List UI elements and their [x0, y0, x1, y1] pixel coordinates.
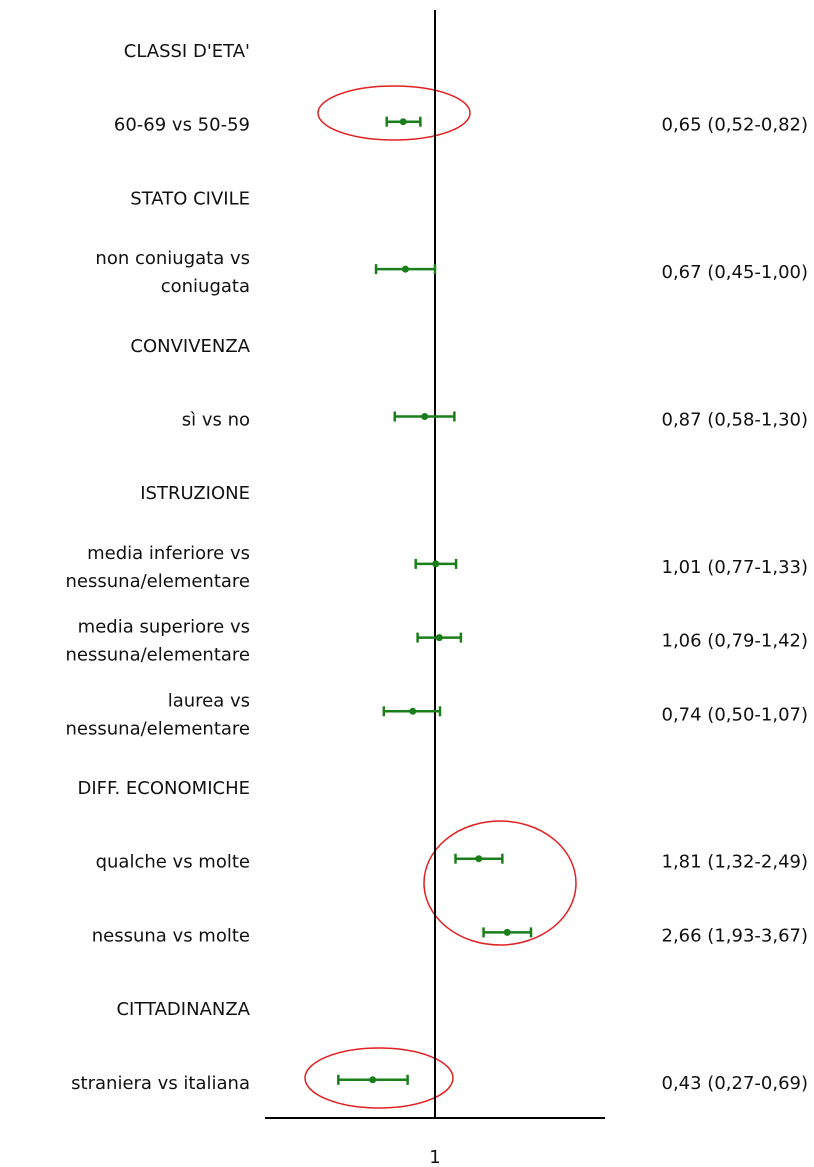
highlight-ellipse: [423, 820, 577, 946]
value-label: 0,74 (0,50-1,07): [662, 704, 809, 725]
row-label: sì vs no: [182, 410, 250, 431]
group-header: CONVIVENZA: [130, 336, 250, 357]
value-label: 0,65 (0,52-0,82): [662, 115, 809, 136]
value-label: 1,81 (1,32-2,49): [662, 852, 809, 873]
group-header: CITTADINANZA: [116, 999, 250, 1020]
point-estimate: [432, 560, 440, 568]
value-label: 1,01 (0,77-1,33): [662, 557, 809, 578]
value-label: 2,66 (1,93-3,67): [662, 925, 809, 946]
row-label: laurea vs nessuna/elementare: [66, 690, 250, 739]
value-label: 0,67 (0,45-1,00): [662, 262, 809, 283]
row-label: media superiore vs nessuna/elementare: [66, 617, 250, 666]
row-label: nessuna vs molte: [92, 925, 250, 946]
point-estimate: [369, 1076, 377, 1084]
point-estimate: [399, 118, 407, 126]
point-estimate: [401, 265, 409, 273]
row-label: straniera vs italiana: [71, 1073, 250, 1094]
point-estimate: [435, 634, 443, 642]
group-header: ISTRUZIONE: [140, 483, 250, 504]
row-label: non coniugata vs coniugata: [95, 248, 250, 297]
point-estimate: [409, 707, 417, 715]
row-label: media inferiore vs nessuna/elementare: [66, 543, 250, 592]
point-estimate: [475, 855, 483, 863]
group-header: CLASSI D'ETA': [124, 41, 250, 62]
value-label: 0,87 (0,58-1,30): [662, 410, 809, 431]
point-estimate: [503, 928, 511, 936]
row-label: qualche vs molte: [96, 852, 250, 873]
highlight-ellipse: [317, 85, 471, 141]
value-label: 0,43 (0,27-0,69): [662, 1073, 809, 1094]
group-header: DIFF. ECONOMICHE: [78, 778, 251, 799]
value-label: 1,06 (0,79-1,42): [662, 631, 809, 652]
point-estimate: [421, 413, 429, 420]
group-header: STATO CIVILE: [130, 188, 250, 209]
row-label: 60-69 vs 50-59: [114, 115, 250, 136]
highlight-ellipse: [304, 1047, 454, 1109]
x-tick-label: 1: [429, 1147, 440, 1167]
